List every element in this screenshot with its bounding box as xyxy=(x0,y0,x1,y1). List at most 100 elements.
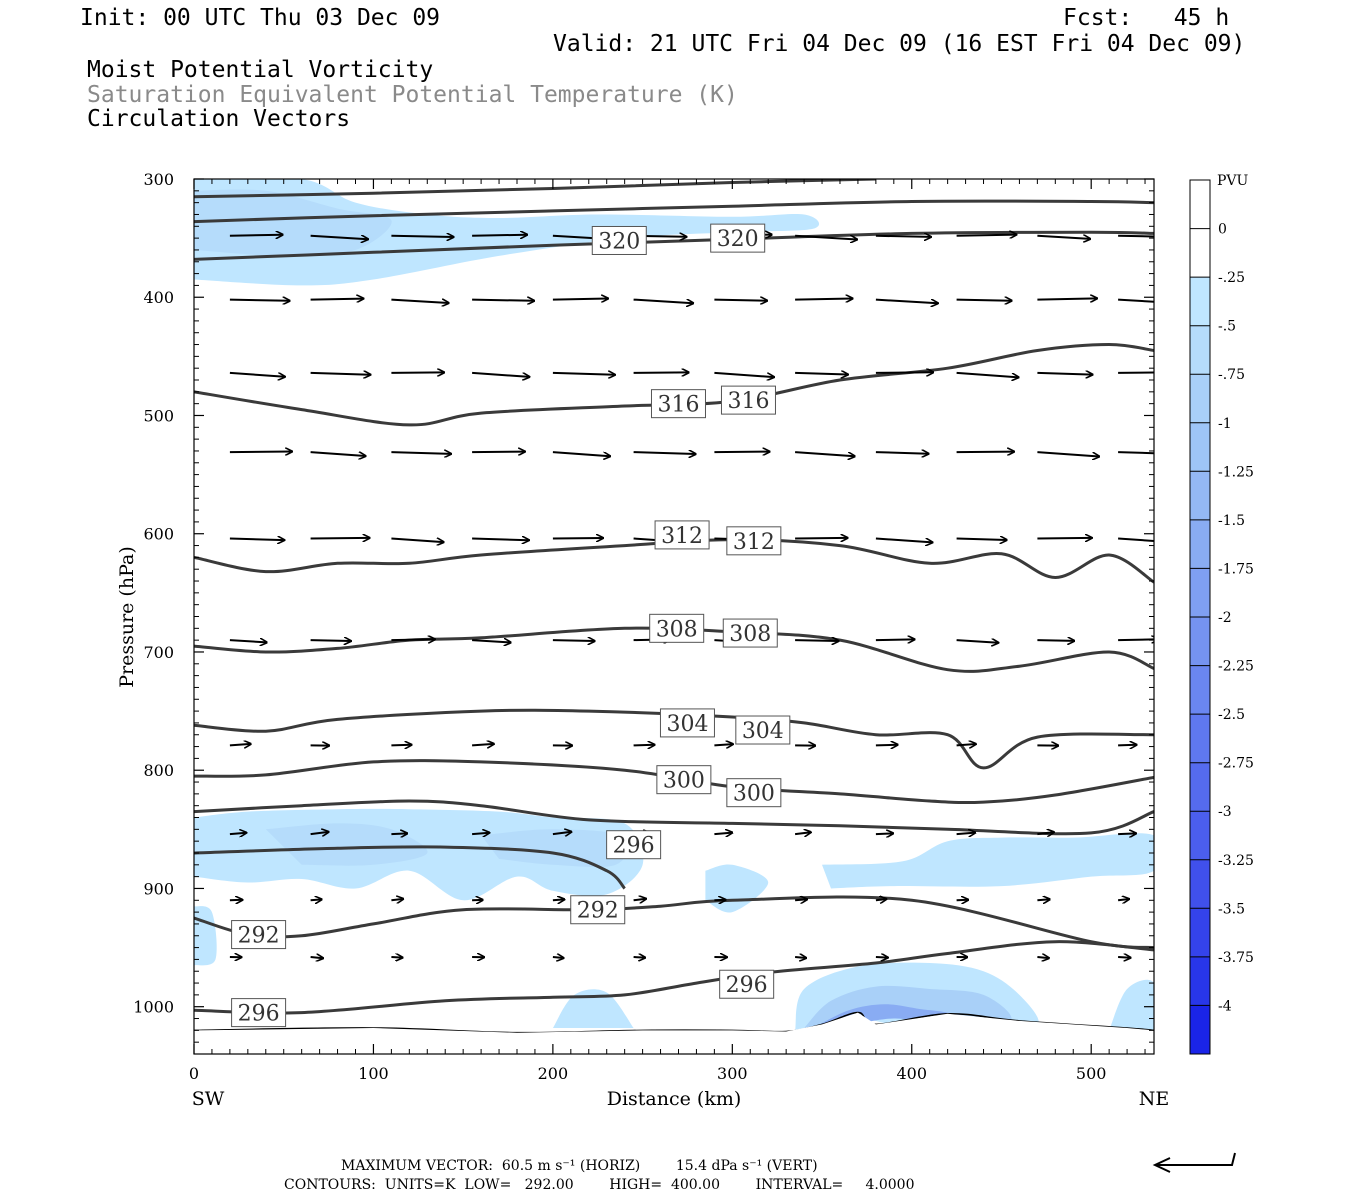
terrain-surface xyxy=(194,1011,1154,1054)
valid-time: Valid: 21 UTC Fri 04 Dec 09 (16 EST Fri … xyxy=(553,31,1246,57)
colorbar: 0 -.25 -.5 -.75 -1 -1.25 -1.5 -1.75 -2 -2.25 -2.5 -… xyxy=(1189,179,1254,1055)
vector-arrow xyxy=(310,299,364,300)
vector-arrow xyxy=(1118,298,1154,303)
forecast-hour: Fcst: 45 h xyxy=(1063,5,1230,31)
contour-label-box xyxy=(720,385,776,415)
vector-arrow xyxy=(391,236,453,237)
contour-label-296: 296 xyxy=(231,998,287,1028)
colorbar-label: -2.25 xyxy=(1218,659,1254,675)
contour-label-text: 304 xyxy=(742,719,784,744)
vector-arrow xyxy=(633,957,646,958)
contour-label-text: 312 xyxy=(661,524,703,549)
contour-label-300: 300 xyxy=(656,765,712,795)
contour-label-text: 308 xyxy=(656,617,698,642)
vector-arrow xyxy=(875,745,898,746)
contour-label-box xyxy=(726,526,782,556)
y-tick-label: 300 xyxy=(143,170,174,189)
contour-label-text: 320 xyxy=(717,227,759,252)
circulation-vectors xyxy=(229,234,1154,959)
vector-arrow xyxy=(633,745,655,746)
pv-region-0 xyxy=(194,179,820,286)
contour-label-box xyxy=(606,830,662,860)
contour-label-text: 312 xyxy=(733,530,775,555)
contour-label-box xyxy=(231,920,287,950)
colorbar-label: -3.5 xyxy=(1218,901,1245,917)
vector-arrow xyxy=(229,744,251,746)
vector-arrow xyxy=(1118,745,1136,746)
contour-label-316: 316 xyxy=(650,389,706,419)
vector-arrow xyxy=(1117,899,1129,900)
vector-arrow xyxy=(714,833,732,835)
vector-arrow xyxy=(552,451,610,456)
vector-arrow xyxy=(472,539,529,541)
vector-arrow xyxy=(229,235,283,236)
vector-arrow xyxy=(552,832,571,834)
colorbar-label: -3 xyxy=(1218,804,1232,820)
vector-arrow xyxy=(875,957,888,958)
vector-arrow xyxy=(875,372,933,373)
colorbar-swatch xyxy=(1190,762,1210,812)
colorbar-label: -.75 xyxy=(1218,367,1245,383)
contour-300-7 xyxy=(194,759,1154,805)
contour-label-320: 320 xyxy=(710,223,766,253)
contour-info-note: CONTOURS: UNITS=K LOW= 292.00 HIGH= 400.… xyxy=(284,1177,915,1193)
vector-arrow xyxy=(1037,832,1053,834)
colorbar-label: 0 xyxy=(1218,222,1227,238)
colorbar-swatch xyxy=(1190,665,1210,715)
vector-arrow xyxy=(875,833,893,834)
contour-label-box xyxy=(735,715,791,745)
contour-label-text: 300 xyxy=(663,769,705,794)
vector-arrow xyxy=(795,451,855,456)
colorbar-swatch xyxy=(1190,519,1210,569)
vector-arrow xyxy=(1037,451,1099,456)
vector-arrow xyxy=(552,640,595,641)
contour-316-3 xyxy=(194,342,1154,427)
contour-label-box xyxy=(656,765,712,795)
colorbar-swatch xyxy=(1190,180,1210,230)
contour-label-box xyxy=(710,223,766,253)
vector-arrow xyxy=(472,744,494,746)
vector-arrow xyxy=(795,234,857,240)
colorbar-swatch xyxy=(1190,374,1210,424)
pv-region-5 xyxy=(822,833,1154,889)
vector-arrow xyxy=(1037,298,1097,299)
vector-arrow xyxy=(795,538,847,539)
vector-arrow xyxy=(552,899,564,900)
vector-arrow xyxy=(875,298,938,304)
contour-label-312: 312 xyxy=(654,520,710,550)
colorbar-swatch xyxy=(1190,471,1210,521)
contour-labels: 320 320 316 316 312 312 308 308 304 304 300 300 296 2… xyxy=(231,223,791,1028)
contour-label-box xyxy=(650,389,706,419)
vector-arrow xyxy=(391,745,411,746)
vector-arrow xyxy=(472,371,529,377)
vector-arrow xyxy=(1037,538,1091,539)
vector-arrow xyxy=(1118,833,1136,834)
x-tick-label: 500 xyxy=(1076,1064,1107,1083)
colorbar-label: -3.75 xyxy=(1218,950,1254,966)
contour-label-316: 316 xyxy=(720,385,776,415)
y-tick-label: 800 xyxy=(143,761,174,780)
pv-shading-layer xyxy=(194,179,1154,1031)
contour-label-text: 296 xyxy=(613,834,655,859)
init-time: Init: 00 UTC Thu 03 Dec 09 xyxy=(80,5,441,31)
contour-label-text: 292 xyxy=(577,899,619,924)
colorbar-swatch xyxy=(1190,956,1210,1006)
colorbar-swatch xyxy=(1190,617,1210,667)
vector-arrow xyxy=(310,640,351,641)
vector-arrow xyxy=(956,452,1014,453)
vector-arrow xyxy=(1118,957,1130,958)
vector-arrow xyxy=(472,640,511,642)
y-tick-label: 600 xyxy=(143,525,174,544)
pv-region-1 xyxy=(194,189,392,256)
vector-arrow xyxy=(310,957,323,958)
vector-arrow xyxy=(956,300,1012,301)
vector-arrow xyxy=(956,833,976,835)
vector-arrow xyxy=(391,833,407,834)
x-tick-label: 0 xyxy=(189,1064,199,1083)
vector-arrow xyxy=(229,900,242,901)
vector-arrow xyxy=(391,899,403,900)
pv-region-7 xyxy=(705,864,769,913)
vector-arrow xyxy=(795,899,807,900)
vector-arrow xyxy=(552,373,615,375)
